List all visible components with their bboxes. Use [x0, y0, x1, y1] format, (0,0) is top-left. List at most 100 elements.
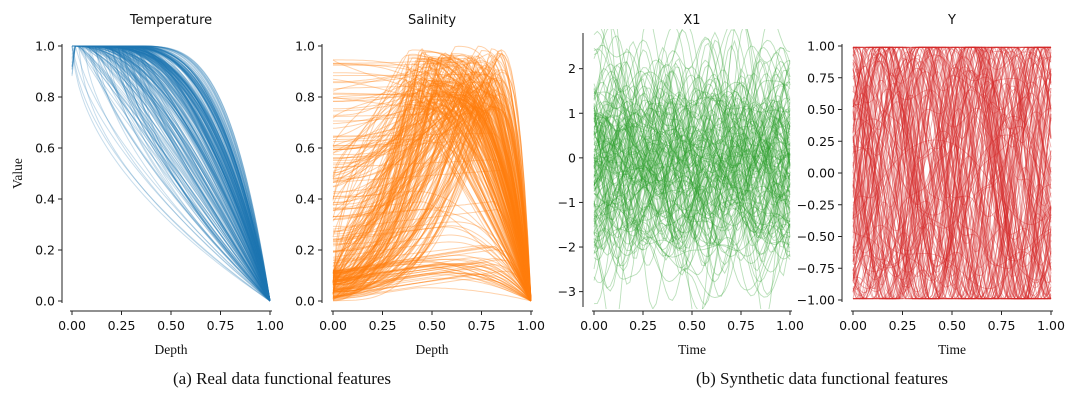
series-line [593, 87, 791, 276]
series-line [72, 45, 271, 302]
series-line [72, 45, 271, 302]
series-line [332, 58, 532, 302]
series-line [593, 137, 791, 160]
series-line [72, 45, 271, 302]
temperature-panel: 0.00 0.25 0.50 0.75 1.00 0.0 0.2 0.4 0.6 0.8 1.0 Te… [10, 13, 284, 357]
series-line [72, 45, 271, 302]
series-line [852, 139, 1052, 225]
series-line [593, 173, 791, 273]
series-line [333, 90, 532, 302]
series-line [593, 130, 791, 215]
series-line [610, 29, 791, 247]
series-line [72, 45, 271, 302]
series-line [332, 201, 532, 302]
series-line [72, 45, 271, 302]
series-line [72, 45, 271, 302]
series-line [72, 45, 271, 302]
series-line [852, 46, 1052, 300]
x-tick-label: 0.50 [938, 318, 966, 333]
series-line [72, 45, 271, 302]
series-line [853, 46, 1052, 300]
series-line [852, 46, 1052, 279]
series-line [332, 66, 532, 302]
series-line [72, 45, 271, 302]
series-line [72, 45, 271, 302]
series-line [852, 46, 1052, 293]
series-line [72, 45, 271, 302]
y-panel: 0.00 0.25 0.50 0.75 1.00 −1.00 −0.75 −0.50 −0.25… [797, 13, 1065, 357]
series-line [332, 102, 532, 302]
series-line [332, 59, 532, 302]
series-line [72, 45, 271, 302]
x-tick-label: 0.75 [988, 318, 1016, 333]
series-line [333, 55, 532, 302]
series-line [332, 86, 532, 302]
series-line [593, 124, 791, 211]
series-line [332, 78, 532, 302]
series-line [852, 46, 1052, 300]
series-line [593, 191, 791, 301]
series-line [332, 95, 532, 302]
series-line [853, 46, 1052, 300]
series-line [332, 91, 532, 302]
x-tick-label: 1.00 [776, 318, 804, 333]
series-line [852, 46, 1051, 300]
series-line [332, 78, 532, 302]
series-line [333, 91, 532, 302]
series-line [332, 96, 532, 302]
series-line [852, 46, 1052, 300]
series-line [852, 46, 1052, 300]
series-line [72, 45, 271, 302]
series-line [852, 50, 1052, 296]
series-line [852, 46, 1052, 300]
series-line [852, 150, 1052, 290]
series-line [332, 89, 532, 302]
series-line [72, 45, 271, 302]
series-line [333, 54, 532, 302]
series-line [593, 73, 791, 236]
series-line [593, 83, 791, 141]
series-line [72, 45, 271, 302]
series-line [72, 45, 271, 302]
series-line [593, 171, 791, 235]
series-line [332, 80, 532, 302]
series-line [71, 45, 271, 302]
series-line [332, 81, 532, 302]
series-line [72, 45, 271, 302]
series-line [852, 49, 1052, 300]
series-line [332, 141, 532, 302]
series-line [593, 74, 791, 253]
series-line [593, 210, 791, 240]
series-line [72, 45, 271, 302]
series-line [852, 73, 1052, 273]
series-line [332, 99, 532, 302]
series-line [333, 88, 532, 302]
series-line [333, 57, 532, 302]
series-line [600, 29, 791, 156]
series-line [72, 45, 271, 302]
series-line [593, 111, 791, 176]
series-line [333, 102, 532, 302]
curves-1 [71, 45, 271, 302]
series-line [852, 46, 1052, 293]
series-line [332, 97, 532, 302]
series-line [333, 59, 532, 302]
series-line [332, 107, 532, 302]
series-line [332, 96, 532, 302]
series-line [72, 45, 271, 302]
series-line [332, 79, 532, 302]
series-line [332, 54, 532, 302]
series-line [72, 45, 271, 302]
series-line [72, 45, 271, 302]
series-line [852, 46, 1052, 300]
series-line [593, 125, 791, 253]
series-line [72, 45, 271, 302]
series-line [333, 62, 532, 302]
series-line [852, 57, 1052, 295]
series-line [72, 45, 271, 302]
x-tick-label: 0.25 [889, 318, 917, 333]
series-line [72, 45, 271, 302]
series-line [852, 46, 1052, 300]
series-line [72, 45, 271, 302]
series-line [852, 54, 1052, 300]
